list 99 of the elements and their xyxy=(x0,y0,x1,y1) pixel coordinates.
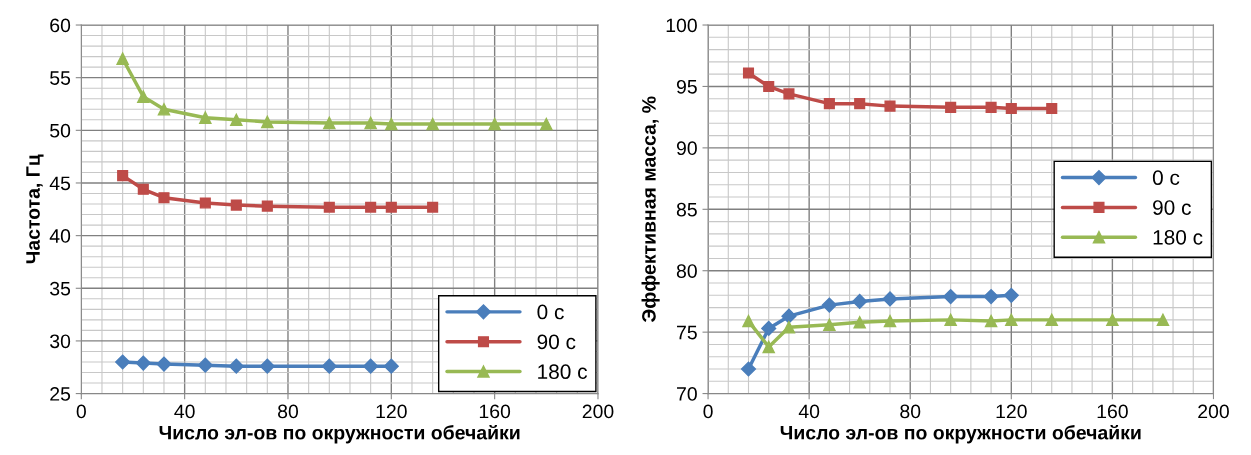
x-tick-label: 160 xyxy=(1097,404,1128,419)
point xyxy=(781,308,797,324)
point xyxy=(230,199,242,211)
point xyxy=(199,197,211,209)
point xyxy=(158,192,170,204)
point xyxy=(943,288,959,305)
point xyxy=(137,183,149,195)
point xyxy=(821,297,837,313)
point xyxy=(1005,103,1017,115)
point xyxy=(742,314,755,328)
point xyxy=(321,358,337,374)
y-tick-label: 30 xyxy=(50,334,71,349)
point xyxy=(1156,313,1170,327)
x-tick-label: 160 xyxy=(479,404,511,419)
point xyxy=(823,98,835,110)
x-axis-title: Число эл-ов по окружности обечайки xyxy=(780,424,1141,444)
point xyxy=(884,100,896,112)
x-tick-label: 40 xyxy=(174,404,195,419)
point xyxy=(323,116,336,130)
y-tick-label: 70 xyxy=(677,387,697,401)
point xyxy=(823,318,836,332)
point xyxy=(1106,313,1119,327)
point xyxy=(983,288,999,305)
y-tick-label: 85 xyxy=(676,202,697,217)
y-tick-label: 95 xyxy=(676,79,697,94)
x-tick-label: 120 xyxy=(376,404,407,419)
point xyxy=(762,340,775,354)
point xyxy=(1003,287,1019,303)
point xyxy=(135,355,151,371)
point xyxy=(852,293,868,310)
legend-label: 0 с xyxy=(1152,170,1180,186)
point xyxy=(156,356,172,372)
y-tick-label: 35 xyxy=(50,281,71,296)
point xyxy=(854,98,866,110)
legend-label: 180 с xyxy=(538,364,588,380)
point xyxy=(323,201,335,213)
point xyxy=(782,320,796,334)
point xyxy=(1046,103,1058,115)
point xyxy=(385,117,398,131)
point xyxy=(763,80,775,93)
x-tick-label: 120 xyxy=(996,404,1027,419)
point xyxy=(137,90,150,103)
point xyxy=(944,313,957,327)
x-tick-label: 80 xyxy=(900,404,921,419)
x-tick-label: 200 xyxy=(1198,404,1229,419)
point xyxy=(199,111,212,124)
point xyxy=(385,201,397,213)
y-tick-label: 100 xyxy=(666,18,697,33)
point xyxy=(115,354,131,370)
point xyxy=(157,103,171,116)
legend-label: 0 с xyxy=(537,304,564,320)
y-tick-label: 75 xyxy=(677,325,697,340)
point xyxy=(853,316,866,329)
point xyxy=(261,200,273,212)
x-tick-label: 40 xyxy=(798,404,820,419)
y-tick-label: 50 xyxy=(50,123,71,138)
y-tick-label: 40 xyxy=(49,229,71,243)
point xyxy=(740,361,757,377)
point xyxy=(197,357,213,373)
x-tick-label: 0 xyxy=(703,404,713,419)
point xyxy=(365,201,377,213)
point xyxy=(540,117,553,131)
point xyxy=(742,67,755,79)
point xyxy=(783,88,795,100)
x-tick-label: 0 xyxy=(76,404,86,419)
point xyxy=(364,116,377,130)
y-tick-label: 25 xyxy=(50,387,71,401)
point xyxy=(883,314,897,328)
point xyxy=(984,314,998,328)
point xyxy=(427,201,439,213)
legend-label: 90 с xyxy=(537,334,576,350)
point xyxy=(426,117,439,131)
point xyxy=(985,101,997,113)
point xyxy=(1005,313,1018,327)
point xyxy=(116,52,129,65)
point xyxy=(383,358,399,374)
y-tick-label: 55 xyxy=(50,71,71,85)
y-tick-label: 45 xyxy=(49,176,71,191)
y-tick-label: 90 xyxy=(676,141,697,156)
point xyxy=(230,113,243,127)
point xyxy=(228,358,244,374)
x-tick-label: 80 xyxy=(278,404,299,419)
y-axis-title: Эффективная масса, % xyxy=(641,96,660,323)
legend-label: 180 с xyxy=(1153,229,1203,245)
point xyxy=(945,101,957,113)
y-tick-label: 80 xyxy=(676,264,697,278)
point xyxy=(363,358,379,374)
point xyxy=(882,291,898,307)
y-tick-label: 60 xyxy=(50,18,71,33)
point xyxy=(761,320,777,337)
point xyxy=(1045,313,1058,327)
legend-label: 90 с xyxy=(1153,200,1191,215)
x-tick-label: 200 xyxy=(582,404,614,419)
point xyxy=(488,117,501,131)
point xyxy=(259,358,275,374)
point xyxy=(261,115,274,129)
y-axis-title: Частота, Гц xyxy=(26,154,44,264)
point xyxy=(117,170,129,182)
x-axis-title: Число эл-ов по окружности обечайки xyxy=(159,424,520,444)
